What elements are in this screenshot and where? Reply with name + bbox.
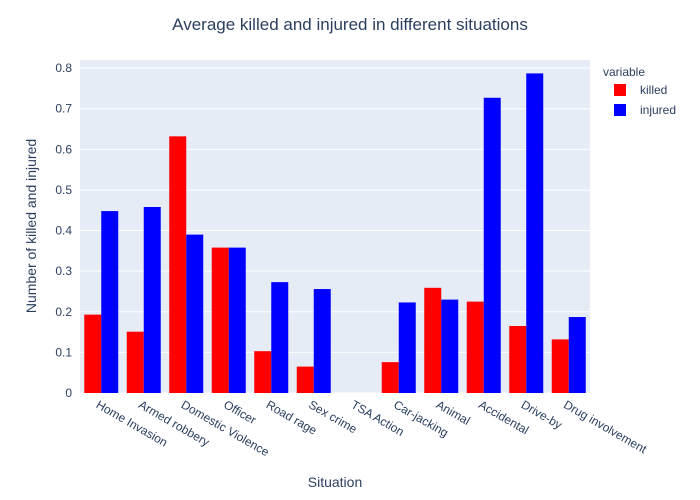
legend-swatch-injured	[614, 104, 626, 116]
y-tick-label: 0.1	[55, 345, 72, 359]
y-tick-label: 0.2	[55, 305, 72, 319]
bar-injured	[271, 282, 289, 393]
bar-killed	[254, 351, 272, 393]
legend-title: variable	[603, 65, 645, 79]
bar-killed	[509, 325, 527, 393]
bar-killed	[466, 301, 484, 393]
y-tick-label: 0.8	[55, 61, 72, 75]
y-tick-label: 0.4	[55, 224, 72, 238]
y-tick-label: 0.3	[55, 264, 72, 278]
bar-killed	[169, 136, 187, 393]
chart-title: Average killed and injured in different …	[172, 15, 528, 34]
bar-killed	[296, 366, 314, 393]
bar-injured	[101, 211, 119, 393]
bar-killed	[211, 247, 229, 393]
bar-injured	[441, 299, 459, 393]
legend: variable killed injured	[603, 65, 676, 117]
bar-killed	[381, 362, 399, 393]
bar-injured	[143, 207, 161, 393]
y-tick-label: 0	[65, 386, 72, 400]
bar-injured	[186, 234, 204, 393]
y-tick-label: 0.6	[55, 142, 72, 156]
bar-killed	[551, 339, 569, 393]
legend-label-injured: injured	[640, 103, 676, 117]
y-tick-labels: 0 0.1 0.2 0.3 0.4 0.5 0.6 0.7 0.8	[55, 61, 72, 400]
y-axis-title: Number of killed and injured	[23, 139, 39, 313]
bar-injured	[398, 302, 416, 393]
plot-background	[80, 60, 590, 393]
legend-swatch-killed	[614, 84, 626, 96]
bar-injured	[313, 289, 331, 393]
bars	[84, 73, 586, 394]
bar-injured	[526, 73, 544, 394]
bar-injured	[228, 247, 246, 393]
y-tick-label: 0.7	[55, 102, 72, 116]
legend-label-killed: killed	[640, 83, 667, 97]
bar-killed	[126, 331, 144, 393]
bar-injured	[483, 97, 501, 393]
bar-injured	[568, 317, 586, 393]
y-tick-label: 0.5	[55, 183, 72, 197]
x-tick-label: Drug involvement	[561, 397, 649, 456]
legend-items: killed injured	[614, 83, 676, 117]
x-axis-title: Situation	[308, 474, 362, 490]
gridlines	[80, 67, 590, 394]
bar-killed	[424, 287, 442, 393]
bar-killed	[84, 314, 102, 393]
